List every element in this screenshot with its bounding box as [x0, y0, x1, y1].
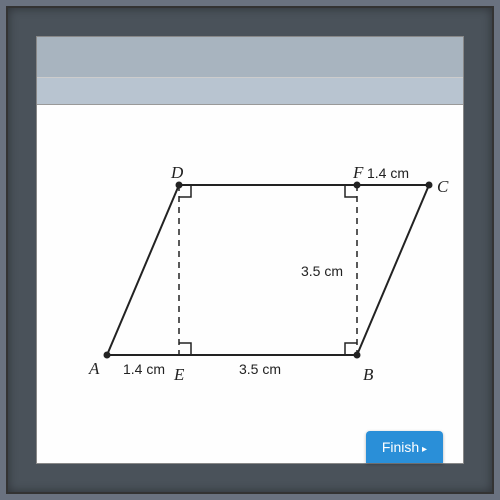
point-label-b: B [363, 365, 373, 385]
parallelogram-diagram: A E B D F C 1.4 cm 3.5 cm 1.4 cm 3.5 cm [67, 145, 447, 385]
content-panel: A E B D F C 1.4 cm 3.5 cm 1.4 cm 3.5 cm Finish [37, 105, 463, 463]
measurement-label: 1.4 cm [123, 361, 165, 377]
point-label-e: E [174, 365, 184, 385]
window: A E B D F C 1.4 cm 3.5 cm 1.4 cm 3.5 cm Finish [36, 36, 464, 464]
point-label-f: F [353, 163, 363, 183]
measurement-label: 1.4 cm [367, 165, 409, 181]
point-label-c: C [437, 177, 448, 197]
measurement-label: 3.5 cm [301, 263, 343, 279]
point-label-d: D [171, 163, 183, 183]
diagram-svg [67, 145, 447, 385]
monitor-frame: A E B D F C 1.4 cm 3.5 cm 1.4 cm 3.5 cm Finish [6, 6, 494, 494]
point-label-a: A [89, 359, 99, 379]
finish-button[interactable]: Finish [366, 431, 443, 463]
measurement-label: 3.5 cm [239, 361, 281, 377]
toolbar-strip [37, 77, 463, 105]
